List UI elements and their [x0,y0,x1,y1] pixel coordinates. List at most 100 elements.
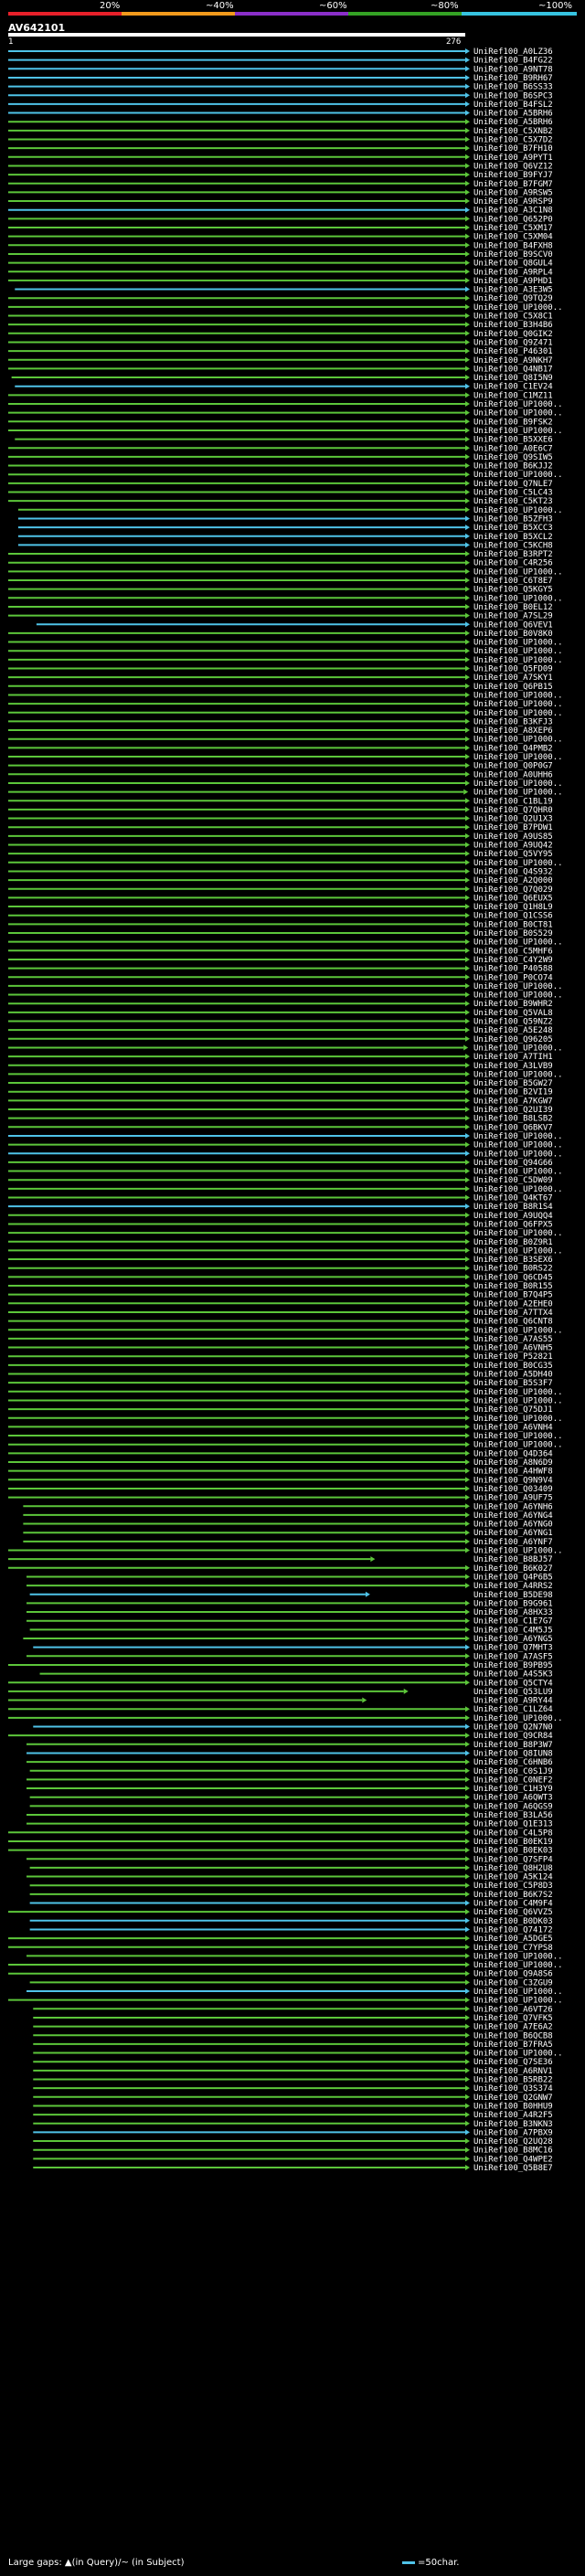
hit-label[interactable]: UniRef100_B7FH10 [473,144,553,154]
hit-label[interactable]: UniRef100_Q6VZ12 [473,162,553,171]
hit-label[interactable]: UniRef100_UP1000.. [473,1141,563,1150]
hit-label[interactable]: UniRef100_C5DW09 [473,1176,553,1185]
hit-label[interactable]: UniRef100_UP1000.. [473,1547,563,1556]
hit-label[interactable]: UniRef100_B9WHR2 [473,1000,553,1009]
hit-label[interactable]: UniRef100_Q75DJ1 [473,1405,553,1415]
hit-label[interactable]: UniRef100_A9NKH7 [473,356,553,366]
hit-label[interactable]: UniRef100_UP1000.. [473,700,563,709]
hit-label[interactable]: UniRef100_C0NEF2 [473,1776,553,1785]
hit-label[interactable]: UniRef100_B3NKN3 [473,2120,553,2129]
hit-label[interactable]: UniRef100_Q5FD09 [473,665,553,674]
hit-label[interactable]: UniRef100_Q7SE36 [473,2058,553,2067]
hit-label[interactable]: UniRef100_A7TIH1 [473,1053,553,1062]
hit-label[interactable]: UniRef100_UP1000.. [473,736,563,745]
hit-label[interactable]: UniRef100_A6YNH6 [473,1502,553,1511]
hit-label[interactable]: UniRef100_Q1CSS6 [473,912,553,921]
hit-label[interactable]: UniRef100_Q8IUN8 [473,1749,553,1758]
hit-label[interactable]: UniRef100_A3E3W5 [473,286,553,295]
hit-label[interactable]: UniRef100_A2Q000 [473,876,553,885]
hit-label[interactable]: UniRef100_A7PBX9 [473,2128,553,2137]
hit-label[interactable]: UniRef100_B5XXE6 [473,436,553,445]
hit-label[interactable]: UniRef100_UP1000.. [473,506,563,515]
hit-label[interactable]: UniRef100_UP1000.. [473,1246,563,1256]
hit-label[interactable]: UniRef100_UP1000.. [473,1388,563,1397]
hit-label[interactable]: UniRef100_B3H4B6 [473,321,553,330]
hit-label[interactable]: UniRef100_B7PDW1 [473,823,553,832]
hit-label[interactable]: UniRef100_UP1000.. [473,427,563,436]
hit-label[interactable]: UniRef100_Q9TQ29 [473,294,553,303]
hit-label[interactable]: UniRef100_A3C1N8 [473,207,553,216]
hit-label[interactable]: UniRef100_Q2N7N0 [473,1723,553,1733]
hit-label[interactable]: UniRef100_C4Y2W9 [473,956,553,965]
hit-label[interactable]: UniRef100_Q3S374 [473,2084,553,2094]
hit-label[interactable]: UniRef100_UP1000.. [473,779,563,789]
hit-label[interactable]: UniRef100_C5KT23 [473,497,553,506]
hit-label[interactable]: UniRef100_C5X7D2 [473,136,553,145]
hit-label[interactable]: UniRef100_C5P8D3 [473,1882,553,1891]
hit-label[interactable]: UniRef100_Q74172 [473,1925,553,1935]
hit-label[interactable]: UniRef100_A8N6D9 [473,1458,553,1468]
hit-label[interactable]: UniRef100_UP1000.. [473,1229,563,1238]
hit-label[interactable]: UniRef100_Q53LU9 [473,1688,553,1697]
hit-label[interactable]: UniRef100_B9PB95 [473,1661,553,1670]
hit-label[interactable]: UniRef100_Q6BKV7 [473,1123,553,1132]
hit-label[interactable]: UniRef100_Q4PMB2 [473,744,553,753]
hit-label[interactable]: UniRef100_Q4D364 [473,1449,553,1458]
hit-label[interactable]: UniRef100_UP1000.. [473,656,563,665]
hit-label[interactable]: UniRef100_Q6CNT8 [473,1318,553,1327]
hit-label[interactable]: UniRef100_A8HX33 [473,1608,553,1617]
hit-label[interactable]: UniRef100_UP1000.. [473,1961,563,1970]
hit-label[interactable]: UniRef100_C5XNB2 [473,127,553,136]
hit-label[interactable]: UniRef100_B3RPT2 [473,550,553,559]
hit-label[interactable]: UniRef100_B0EL12 [473,603,553,612]
hit-label[interactable]: UniRef100_B0CT81 [473,920,553,929]
hit-label[interactable]: UniRef100_Q2U1X3 [473,815,553,824]
hit-label[interactable]: UniRef100_C1EV24 [473,383,553,392]
hit-label[interactable]: UniRef100_A6VNH5 [473,1344,553,1353]
hit-label[interactable]: UniRef100_UP1000.. [473,789,563,798]
hit-label[interactable]: UniRef100_Q9A8S6 [473,1970,553,1979]
hit-label[interactable]: UniRef100_A8XEP6 [473,726,553,736]
hit-label[interactable]: UniRef100_UP1000.. [473,753,563,762]
hit-label[interactable]: UniRef100_UP1000.. [473,594,563,603]
hit-label[interactable]: UniRef100_B6SPC3 [473,91,553,101]
hit-label[interactable]: UniRef100_C1LZ64 [473,1705,553,1714]
hit-label[interactable]: UniRef100_Q2GNW7 [473,2094,553,2103]
hit-label[interactable]: UniRef100_A7KGW7 [473,1097,553,1106]
hit-label[interactable]: UniRef100_Q6VEV1 [473,620,553,630]
hit-label[interactable]: UniRef100_B5ZFH3 [473,514,553,524]
hit-label[interactable]: UniRef100_C1BL19 [473,797,553,806]
hit-label[interactable]: UniRef100_B7Q4P5 [473,1291,553,1300]
hit-label[interactable]: UniRef100_UP1000.. [473,1044,563,1053]
hit-label[interactable]: UniRef100_Q5B8E7 [473,2164,553,2173]
hit-label[interactable]: UniRef100_P0CO74 [473,973,553,982]
hit-label[interactable]: UniRef100_UP1000.. [473,1988,563,1997]
hit-label[interactable]: UniRef100_A7ASF5 [473,1652,553,1661]
hit-label[interactable]: UniRef100_UP1000.. [473,409,563,419]
hit-label[interactable]: UniRef100_Q7QHR0 [473,806,553,815]
hit-label[interactable]: UniRef100_Q9SIW5 [473,453,553,462]
hit-label[interactable]: UniRef100_UP1000.. [473,400,563,409]
hit-label[interactable]: UniRef100_Q7MHT3 [473,1644,553,1653]
hit-label[interactable]: UniRef100_C5XM17 [473,224,553,233]
hit-label[interactable]: UniRef100_A9PYT1 [473,154,553,163]
hit-label[interactable]: UniRef100_Q7NLE7 [473,480,553,489]
hit-label[interactable]: UniRef100_B8BJ57 [473,1555,553,1564]
hit-label[interactable]: UniRef100_Q96205 [473,1035,553,1044]
hit-label[interactable]: UniRef100_P52821 [473,1352,553,1362]
hit-label[interactable]: UniRef100_UP1000.. [473,1185,563,1194]
hit-label[interactable]: UniRef100_UP1000.. [473,2050,563,2059]
hit-label[interactable]: UniRef100_A9US85 [473,832,553,842]
hit-label[interactable]: UniRef100_A6YNF7 [473,1538,553,1547]
hit-label[interactable]: UniRef100_A6VNH4 [473,1423,553,1432]
hit-label[interactable]: UniRef100_B6K7S2 [473,1891,553,1900]
hit-label[interactable]: UniRef100_C5X8C1 [473,313,553,322]
hit-label[interactable]: UniRef100_Q4WPE2 [473,2155,553,2164]
hit-label[interactable]: UniRef100_A0UHH6 [473,770,553,779]
hit-label[interactable]: UniRef100_UP1000.. [473,1168,563,1177]
hit-label[interactable]: UniRef100_B0EK19 [473,1838,553,1847]
hit-label[interactable]: UniRef100_A2EHE0 [473,1299,553,1309]
hit-label[interactable]: UniRef100_B0RS22 [473,1265,553,1274]
hit-label[interactable]: UniRef100_Q7Q029 [473,885,553,895]
hit-label[interactable]: UniRef100_A9RSP9 [473,197,553,207]
